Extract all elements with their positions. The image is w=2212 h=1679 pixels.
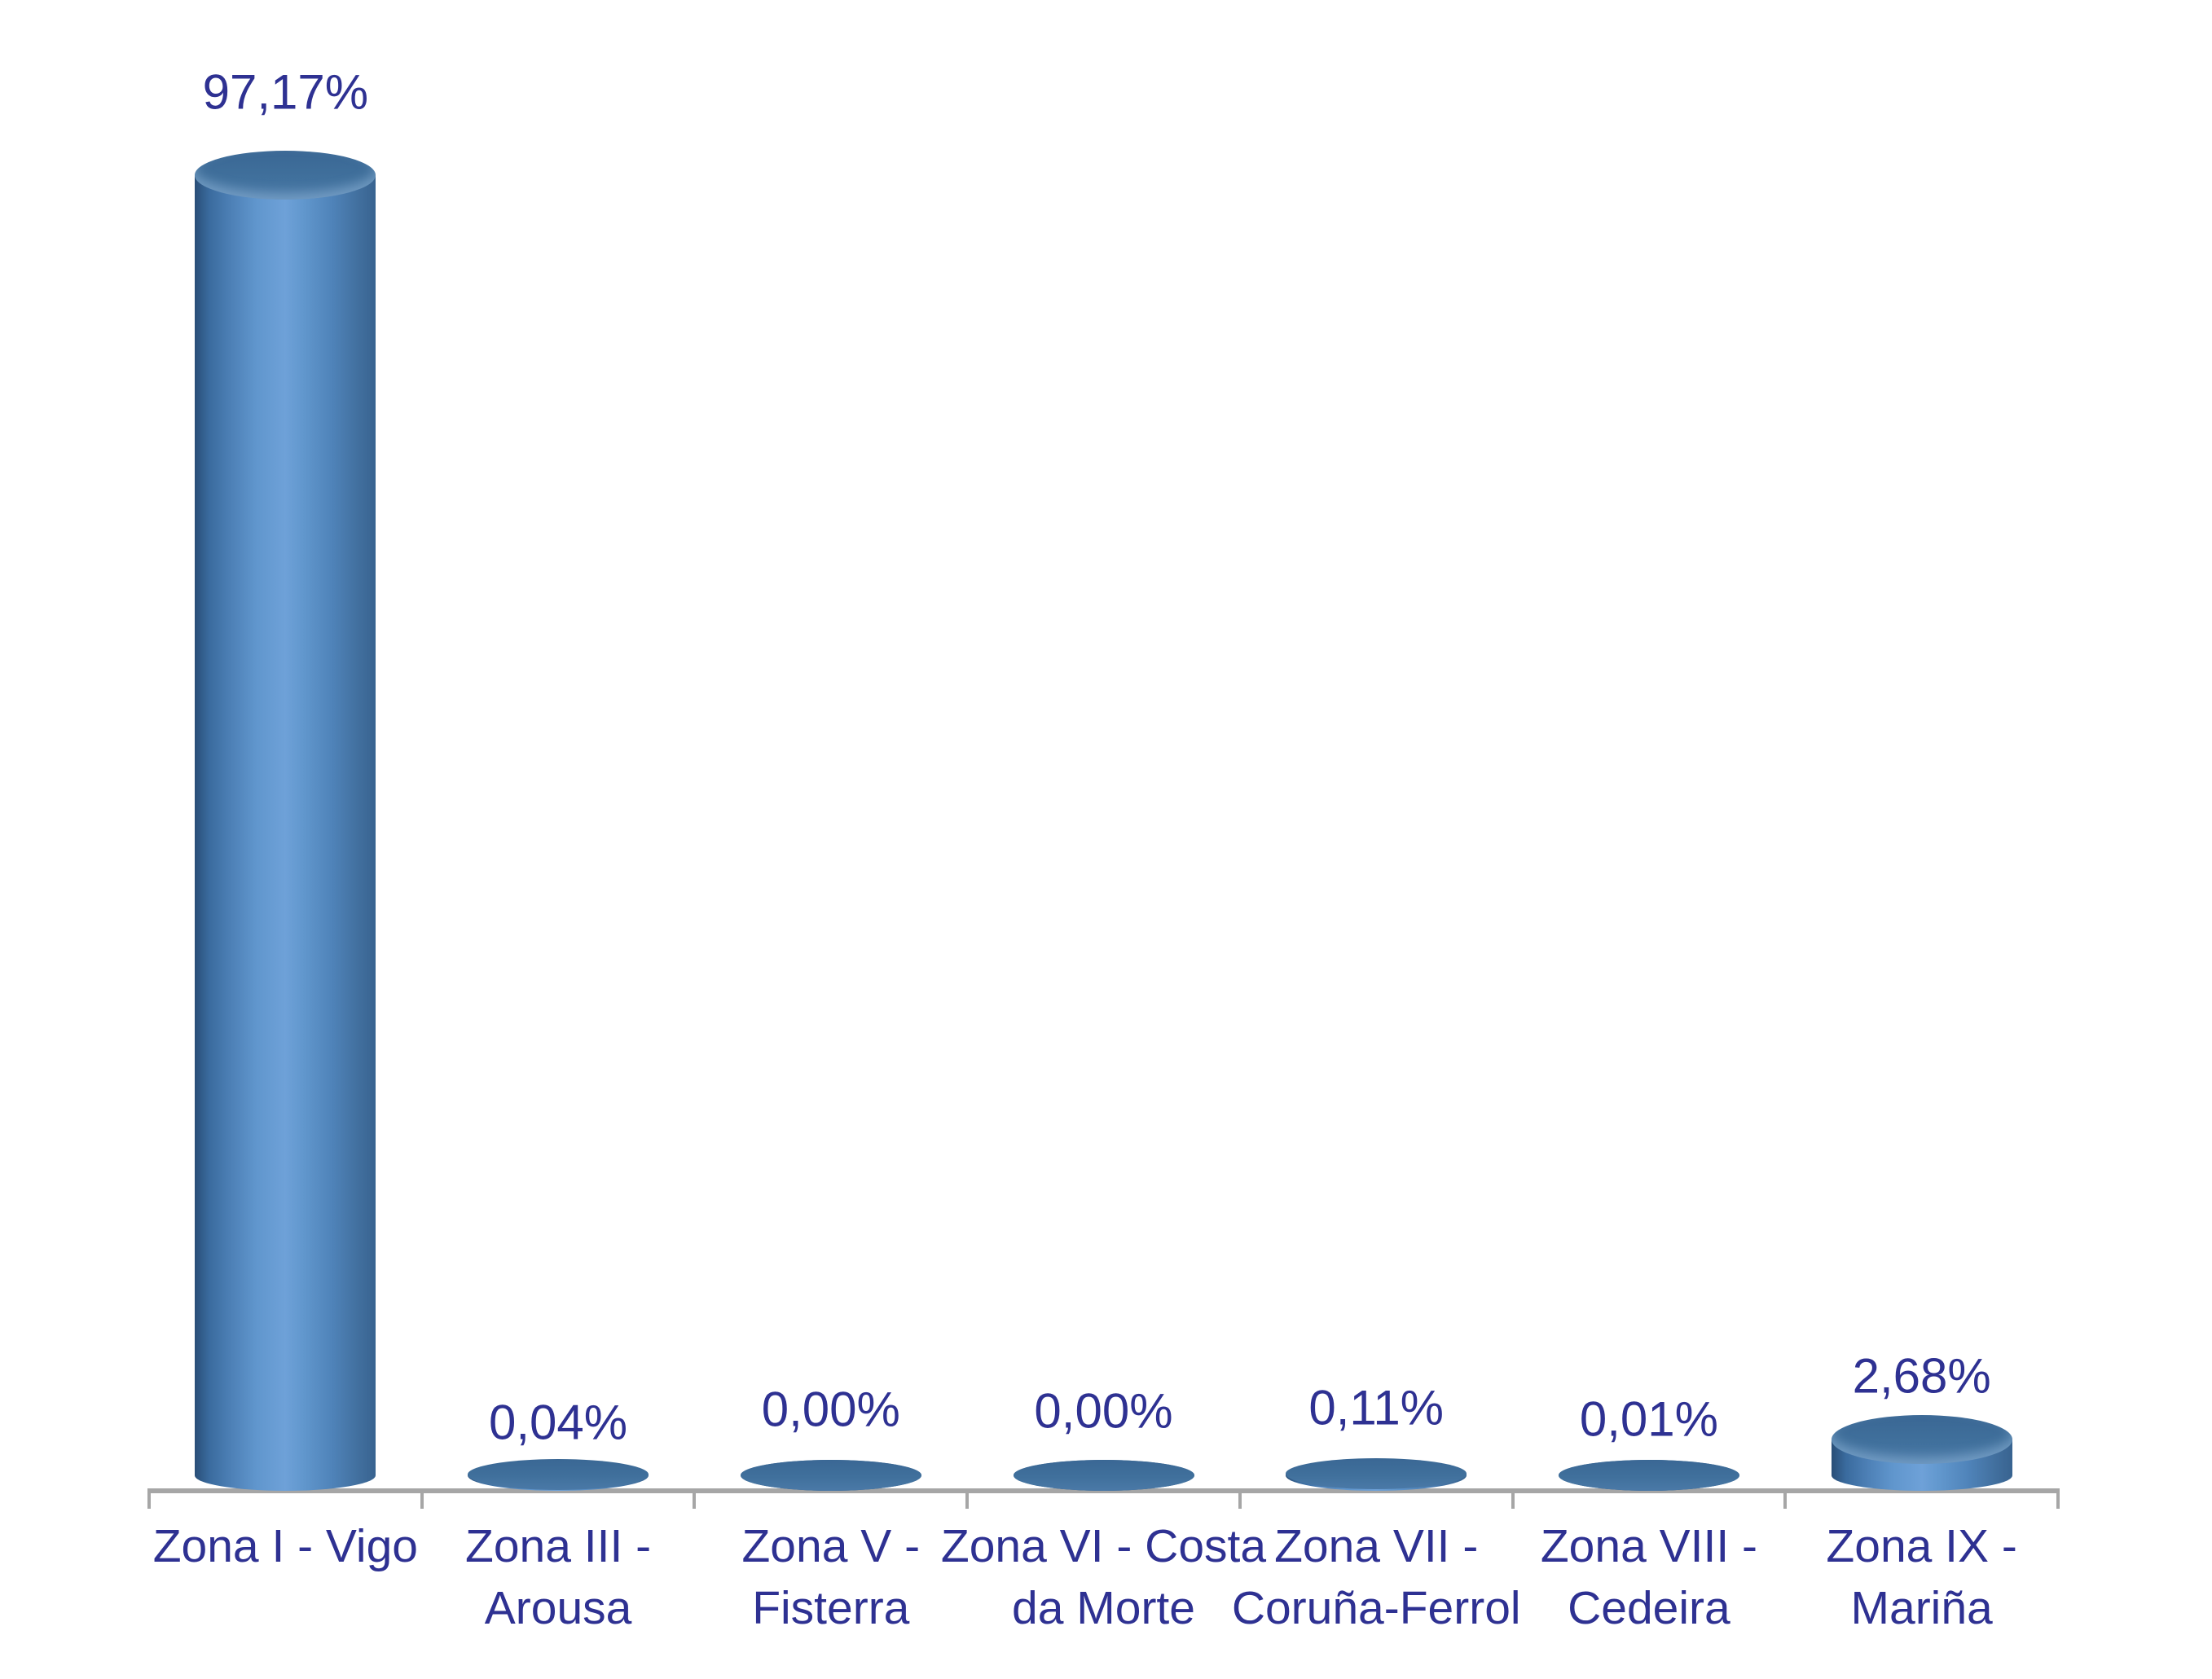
data-label: 2,68% bbox=[1852, 1348, 1991, 1404]
cylinder-cap-ellipse bbox=[1831, 1414, 2012, 1464]
category-label: Zona VII - Coruña-Ferrol bbox=[1232, 1515, 1521, 1639]
x-axis-line bbox=[149, 1488, 2058, 1493]
category-label-line: da Morte bbox=[1012, 1582, 1195, 1634]
x-axis-tick bbox=[147, 1488, 151, 1509]
category-label-line: Zona VII - bbox=[1274, 1520, 1479, 1572]
x-axis-tick bbox=[965, 1488, 970, 1509]
category-label: Zona VIII - Cedeira bbox=[1541, 1515, 1757, 1639]
x-axis-tick bbox=[693, 1488, 697, 1509]
category-label-line: Cedeira bbox=[1568, 1582, 1730, 1634]
data-label: 0,11% bbox=[1308, 1380, 1445, 1435]
category-label-line: Arousa bbox=[484, 1582, 632, 1634]
x-axis-tick bbox=[1511, 1488, 1515, 1509]
category-label-line: Coruña-Ferrol bbox=[1231, 1582, 1521, 1634]
data-label: 97,17% bbox=[202, 64, 369, 120]
cylinder-cap-ellipse bbox=[1013, 1460, 1194, 1491]
category-label-line: Zona I - Vigo bbox=[152, 1520, 418, 1572]
category-label: Zona IX - Mariña bbox=[1826, 1515, 2016, 1639]
category-label: Zona V - Fisterra bbox=[741, 1515, 920, 1639]
x-axis-tick bbox=[420, 1488, 424, 1509]
category-label-line: Mariña bbox=[1850, 1582, 1993, 1634]
cylinder-cap-ellipse bbox=[1558, 1459, 1739, 1491]
category-label-line: Zona III - bbox=[465, 1520, 652, 1572]
cylinder-cap-ellipse bbox=[740, 1460, 921, 1491]
x-axis-tick bbox=[2056, 1488, 2060, 1509]
category-label-line: Zona IX - bbox=[1826, 1520, 2017, 1572]
cylinder-cap-ellipse bbox=[1286, 1458, 1467, 1490]
data-label: 0,00% bbox=[761, 1382, 900, 1437]
data-label: 0,04% bbox=[488, 1395, 628, 1450]
category-label-line: Zona V - bbox=[741, 1520, 921, 1572]
data-label: 0,01% bbox=[1579, 1391, 1718, 1447]
category-label-line: Zona VIII - bbox=[1540, 1520, 1757, 1572]
category-label-line: Fisterra bbox=[752, 1582, 910, 1634]
cylinder-cap-ellipse bbox=[468, 1459, 649, 1491]
cylinder-wall bbox=[195, 175, 376, 1475]
category-label: Zona III - Arousa bbox=[465, 1515, 651, 1639]
category-label-line: Zona VI - Costa bbox=[940, 1520, 1267, 1572]
data-label: 0,00% bbox=[1034, 1383, 1173, 1439]
x-axis-tick bbox=[1783, 1488, 1788, 1509]
category-label: Zona VI - Costa da Morte bbox=[941, 1515, 1266, 1639]
cylinder-cap-ellipse bbox=[195, 151, 376, 200]
category-label: Zona I - Vigo bbox=[153, 1515, 418, 1577]
x-axis-tick bbox=[1238, 1488, 1242, 1509]
